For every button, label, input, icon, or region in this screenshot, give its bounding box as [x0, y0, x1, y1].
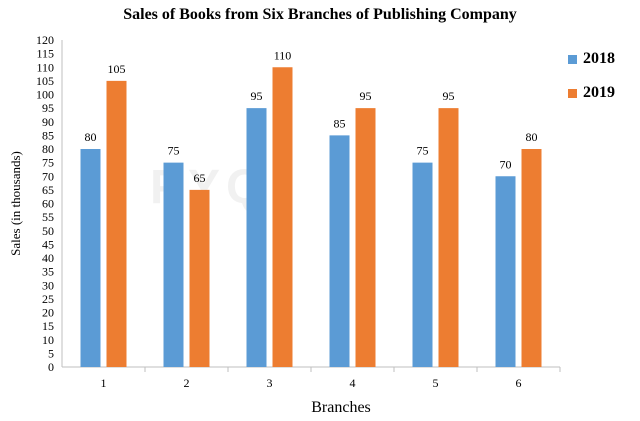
data-label-2019-6: 80	[526, 130, 538, 144]
x-axis-title: Branches	[311, 399, 371, 416]
y-tick-label: 95	[42, 101, 54, 115]
y-tick-label: 5	[48, 346, 54, 360]
bar-2019-5	[438, 108, 459, 367]
data-label-2019-1: 105	[108, 62, 126, 76]
data-label-2019-4: 95	[360, 89, 372, 103]
y-tick-label: 80	[42, 142, 54, 156]
data-label-2018-5: 75	[417, 144, 429, 158]
y-tick-label: 75	[42, 156, 54, 170]
bar-2019-1	[106, 80, 127, 367]
y-tick-label: 90	[42, 115, 54, 129]
data-label-2019-5: 95	[443, 89, 455, 103]
x-tick-label: 1	[101, 376, 107, 390]
data-label-2018-6: 70	[500, 157, 512, 171]
y-tick-label: 10	[42, 333, 54, 347]
data-label-2019-3: 110	[274, 48, 292, 62]
y-tick-label: 60	[42, 197, 54, 211]
data-label-2018-1: 80	[85, 130, 97, 144]
legend-swatch-2019	[568, 88, 577, 98]
bar-2018-4	[329, 135, 350, 367]
y-tick-label: 45	[42, 237, 54, 251]
data-label-2019-2: 65	[194, 171, 206, 185]
data-label-2018-3: 95	[251, 89, 263, 103]
y-tick-label: 50	[42, 224, 54, 238]
bar-2018-3	[246, 108, 267, 367]
bar-2018-5	[412, 162, 433, 367]
legend-item-2018: 2018	[568, 48, 615, 70]
y-axis-title: Sales (in thousands)	[8, 151, 23, 256]
y-tick-label: 65	[42, 183, 54, 197]
bar-2018-6	[495, 176, 516, 367]
legend-item-2019: 2019	[568, 82, 615, 104]
x-tick-label: 4	[350, 376, 356, 390]
y-tick-label: 115	[36, 47, 54, 61]
x-tick-label: 5	[433, 376, 439, 390]
y-tick-label: 100	[36, 88, 54, 102]
bar-2018-1	[80, 149, 101, 367]
x-tick-label: 6	[516, 376, 522, 390]
bar-2018-2	[163, 162, 184, 367]
y-tick-label: 35	[42, 265, 54, 279]
x-tick-label: 2	[184, 376, 190, 390]
legend-swatch-2018	[568, 54, 577, 64]
bar-2019-2	[189, 189, 210, 367]
y-tick-label: 70	[42, 169, 54, 183]
bar-2019-3	[272, 67, 293, 367]
y-tick-label: 15	[42, 319, 54, 333]
y-tick-label: 0	[48, 360, 54, 374]
y-tick-label: 85	[42, 128, 54, 142]
y-tick-label: 55	[42, 210, 54, 224]
legend-label-2018: 2018	[583, 50, 615, 67]
x-tick-label: 3	[267, 376, 273, 390]
y-tick-label: 30	[42, 278, 54, 292]
bar-2019-4	[355, 108, 376, 367]
y-tick-label: 20	[42, 306, 54, 320]
legend-label-2019: 2019	[583, 84, 615, 101]
chart-title: Sales of Books from Six Branches of Publ…	[123, 6, 517, 23]
bar-2019-6	[521, 149, 542, 367]
data-label-2018-4: 85	[334, 116, 346, 130]
y-tick-label: 110	[36, 60, 54, 74]
y-tick-label: 25	[42, 292, 54, 306]
y-tick-label: 105	[36, 74, 54, 88]
legend: 2018 2019	[568, 48, 615, 116]
data-label-2018-2: 75	[168, 144, 180, 158]
y-tick-label: 120	[36, 33, 54, 47]
y-tick-label: 40	[42, 251, 54, 265]
